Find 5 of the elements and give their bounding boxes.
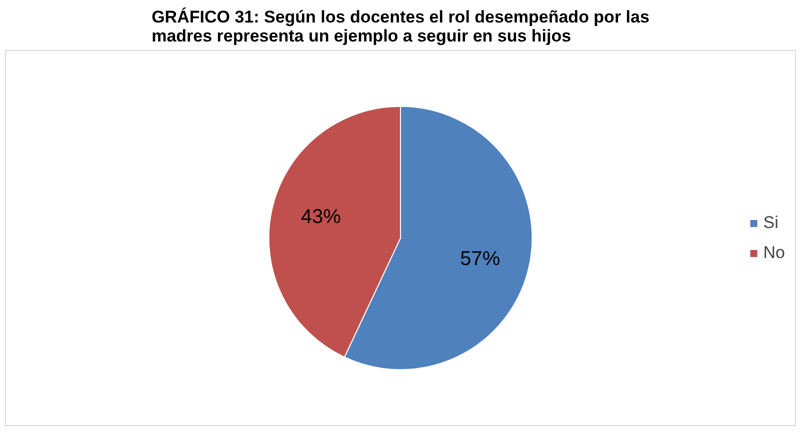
- legend-label: Si: [763, 212, 780, 232]
- data-label: 57%: [460, 248, 500, 270]
- data-label: 43%: [300, 206, 342, 228]
- chart-title: GRÁFICO 31: Según los docentes el rol desempeñado por las madres representa un ejemplo a seguir en sus hijos: [152, 6, 650, 46]
- legend-label: No: [763, 242, 785, 262]
